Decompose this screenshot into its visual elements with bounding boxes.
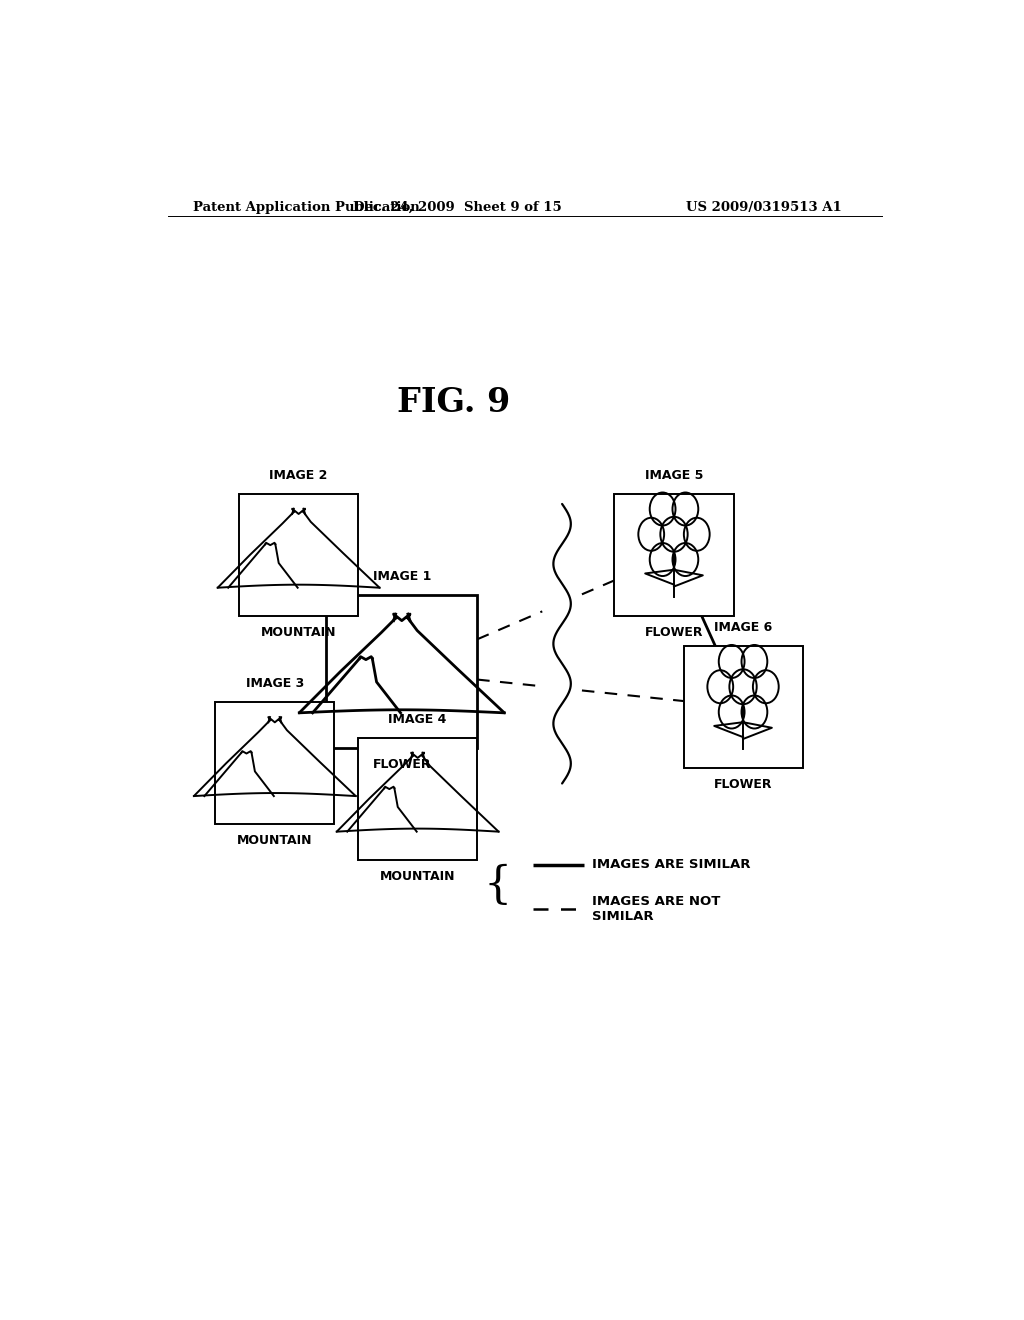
Text: IMAGE 2: IMAGE 2: [269, 469, 328, 482]
Bar: [684, 647, 803, 768]
Text: IMAGE 4: IMAGE 4: [388, 713, 446, 726]
Text: Dec. 24, 2009  Sheet 9 of 15: Dec. 24, 2009 Sheet 9 of 15: [353, 201, 562, 214]
Text: IMAGES ARE NOT
SIMILAR: IMAGES ARE NOT SIMILAR: [592, 895, 721, 923]
Text: FIG. 9: FIG. 9: [396, 385, 510, 418]
Text: Patent Application Publication: Patent Application Publication: [194, 201, 420, 214]
Text: IMAGE 3: IMAGE 3: [246, 677, 304, 690]
Text: IMAGE 6: IMAGE 6: [714, 622, 772, 634]
Text: FLOWER: FLOWER: [373, 758, 431, 771]
Bar: [327, 595, 477, 748]
Bar: [215, 702, 334, 824]
Text: IMAGES ARE SIMILAR: IMAGES ARE SIMILAR: [592, 858, 751, 871]
Text: FLOWER: FLOWER: [714, 779, 772, 792]
Text: US 2009/0319513 A1: US 2009/0319513 A1: [686, 201, 842, 214]
Text: {: {: [483, 863, 511, 907]
Bar: [240, 494, 358, 615]
Text: FLOWER: FLOWER: [645, 626, 703, 639]
Text: MOUNTAIN: MOUNTAIN: [380, 870, 456, 883]
Text: IMAGE 1: IMAGE 1: [373, 570, 431, 583]
Text: IMAGE 5: IMAGE 5: [645, 469, 703, 482]
Text: MOUNTAIN: MOUNTAIN: [238, 834, 312, 847]
Text: MOUNTAIN: MOUNTAIN: [261, 626, 336, 639]
Bar: [358, 738, 477, 859]
Bar: [614, 494, 733, 615]
